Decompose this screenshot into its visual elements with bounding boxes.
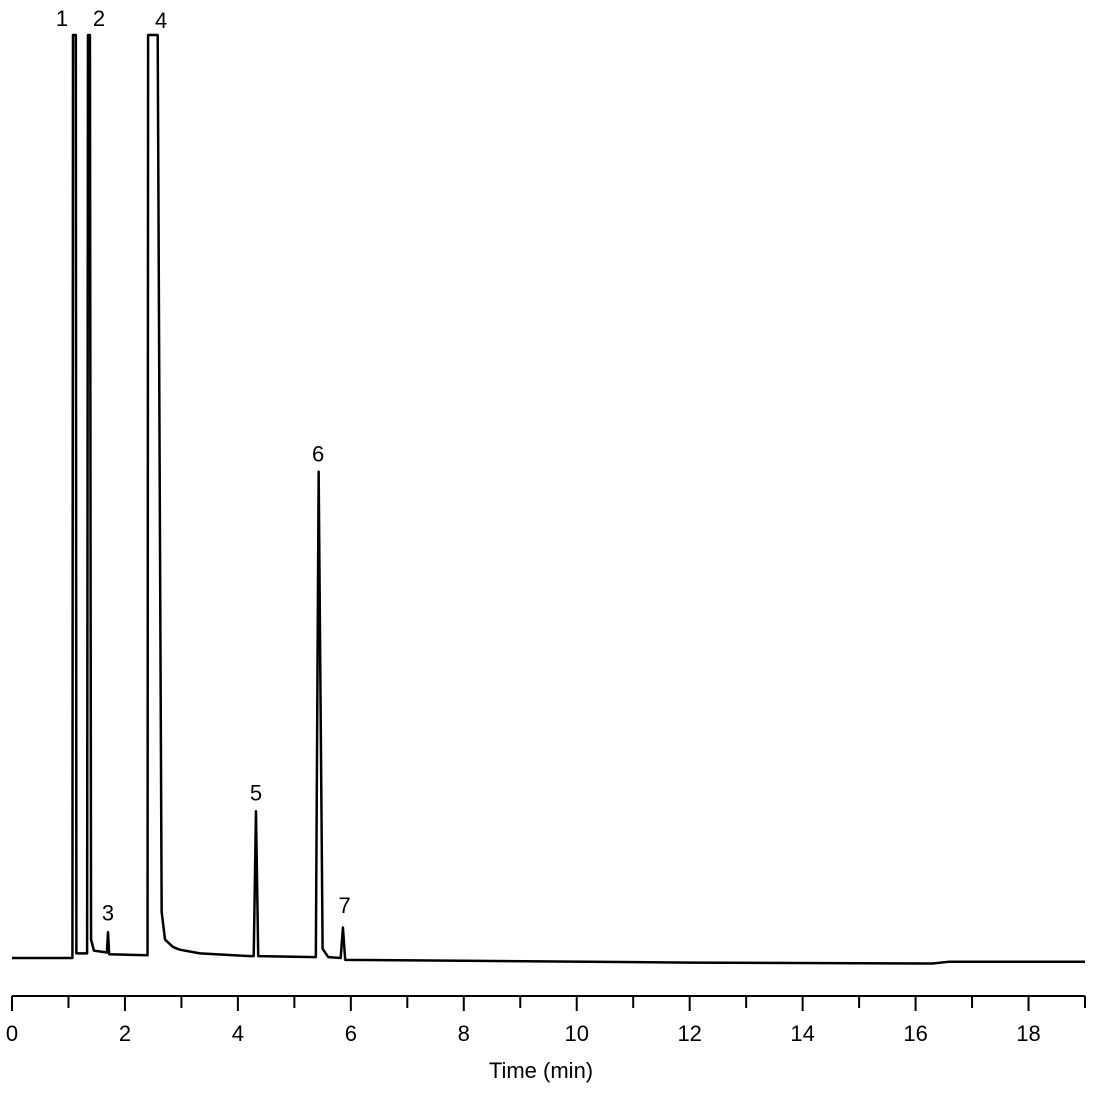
x-axis-label: Time (min)	[489, 1058, 593, 1083]
x-tick-label: 16	[903, 1021, 927, 1046]
x-tick-label: 2	[119, 1021, 131, 1046]
x-tick-label: 14	[790, 1021, 814, 1046]
peak-label: 4	[155, 8, 167, 33]
peak-label: 3	[102, 900, 114, 925]
x-tick-label: 18	[1016, 1021, 1040, 1046]
x-tick-label: 6	[345, 1021, 357, 1046]
peak-label: 6	[312, 442, 324, 467]
peak-label: 2	[93, 6, 105, 31]
x-tick-label: 10	[564, 1021, 588, 1046]
peak-label: 5	[250, 780, 262, 805]
x-tick-label: 12	[677, 1021, 701, 1046]
peak-label: 7	[339, 893, 351, 918]
chromatogram-trace	[12, 33, 1085, 965]
x-tick-label: 8	[458, 1021, 470, 1046]
peak-label: 1	[56, 6, 68, 31]
x-tick-label: 4	[232, 1021, 244, 1046]
x-tick-label: 0	[6, 1021, 18, 1046]
